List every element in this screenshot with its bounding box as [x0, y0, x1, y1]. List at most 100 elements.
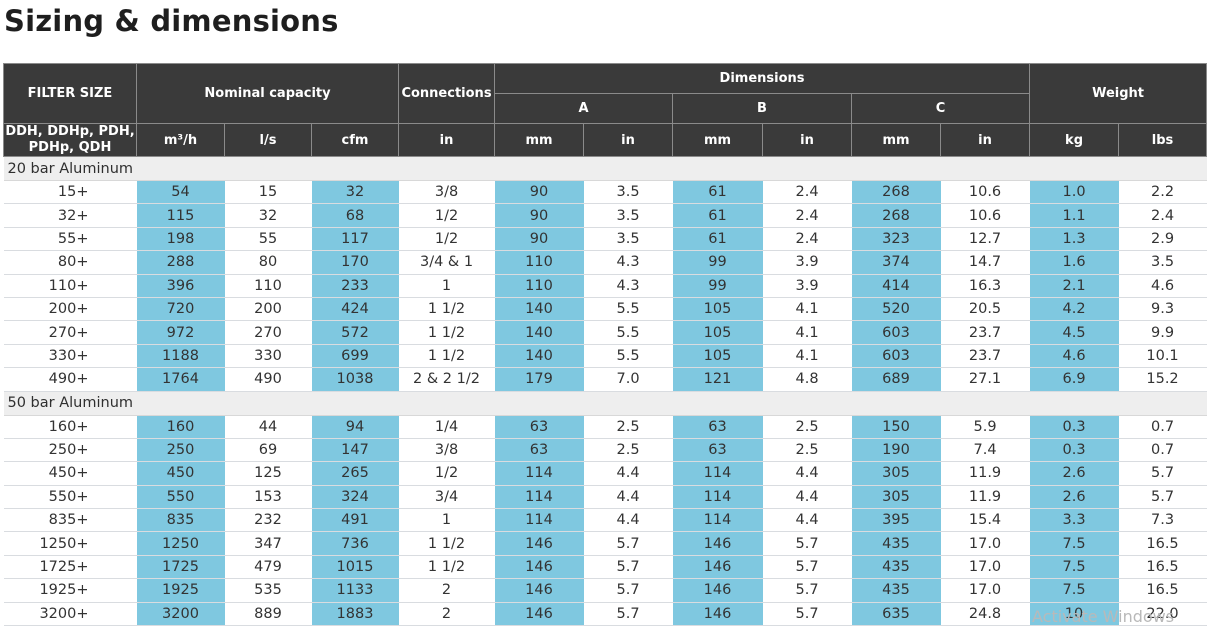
- table-cell: 4.1: [762, 297, 852, 322]
- table-cell: 5.7: [762, 578, 852, 603]
- table-cell: 146: [672, 555, 763, 580]
- table-cell: 61: [672, 180, 763, 205]
- table-cell: 5.7: [762, 555, 852, 580]
- table-cell: 190: [851, 438, 941, 463]
- table-cell: 5.7: [583, 531, 673, 556]
- table-cell: 153: [224, 485, 312, 510]
- table-cell: 5.7: [1118, 461, 1207, 486]
- table-cell: 15.4: [940, 508, 1030, 533]
- table-cell: 4.1: [762, 320, 852, 345]
- table-cell: 4.2: [1029, 297, 1119, 322]
- filter-size-cell: 1250+: [3, 531, 137, 556]
- table-cell: 23.7: [940, 344, 1030, 369]
- table-cell: 305: [851, 461, 941, 486]
- table-cell: 4.3: [583, 250, 673, 275]
- table-cell: 99: [672, 274, 763, 298]
- header-nominal-capacity: Nominal capacity: [135, 63, 400, 124]
- table-row: 1925+ 1925 535 1133 2 146 5.7 146 5.7 435 17.0 7.5 1…: [3, 578, 1207, 603]
- unit-header: mm: [851, 123, 942, 157]
- table-cell: 689: [851, 367, 941, 392]
- table-cell: 1 1/2: [398, 531, 495, 556]
- table-cell: 150: [851, 415, 941, 439]
- table-cell: 4.4: [762, 485, 852, 510]
- table-cell: 4.4: [583, 508, 673, 533]
- table-cell: 5.7: [583, 578, 673, 603]
- table-cell: 32: [224, 203, 312, 228]
- unit-header: in: [940, 123, 1031, 157]
- table-cell: 121: [672, 367, 763, 392]
- table-cell: 2.4: [762, 180, 852, 205]
- table-cell: 114: [672, 461, 763, 486]
- table-cell: 140: [494, 344, 584, 369]
- table-cell: 63: [672, 415, 763, 439]
- table-cell: 114: [672, 485, 763, 510]
- table-cell: 160: [136, 415, 225, 439]
- table-cell: 146: [494, 555, 584, 580]
- table-cell: 1.1: [1029, 203, 1119, 228]
- table-cell: 110: [224, 274, 312, 298]
- table-cell: 2.5: [583, 415, 673, 439]
- table-cell: 115: [136, 203, 225, 228]
- table-cell: 170: [311, 250, 399, 275]
- header-dimensions: Dimensions: [494, 63, 1031, 94]
- windows-activation-watermark: Activate Windows: [1032, 607, 1175, 626]
- table-row: 270+ 972 270 572 1 1/2 140 5.5 105 4.1 603 23.7 4.5…: [3, 320, 1207, 345]
- table-cell: 232: [224, 508, 312, 533]
- table-cell: 435: [851, 578, 941, 603]
- table-cell: 3.5: [1118, 250, 1207, 275]
- table-cell: 5.5: [583, 297, 673, 322]
- table-cell: 550: [136, 485, 225, 510]
- table-cell: 3.9: [762, 274, 852, 298]
- table-cell: 27.1: [940, 367, 1030, 392]
- header-dim-a: A: [494, 93, 674, 124]
- table-cell: 1764: [136, 367, 225, 392]
- table-cell: 2.4: [762, 203, 852, 228]
- table-cell: 10: [1029, 602, 1119, 626]
- table-cell: 323: [851, 227, 941, 252]
- table-cell: 2: [398, 578, 495, 603]
- table-cell: 146: [672, 602, 763, 626]
- table-cell: 16.5: [1118, 531, 1207, 556]
- table-cell: 4.5: [1029, 320, 1119, 345]
- table-cell: 520: [851, 297, 941, 322]
- table-cell: 7.5: [1029, 531, 1119, 556]
- table-cell: 635: [851, 602, 941, 626]
- table-cell: 1133: [311, 578, 399, 603]
- unit-header: mm: [494, 123, 585, 157]
- sizing-table: FILTER SIZE Nominal capacity Connections…: [3, 63, 1207, 626]
- table-cell: 7.5: [1029, 578, 1119, 603]
- table-cell: 4.4: [762, 461, 852, 486]
- table-cell: 414: [851, 274, 941, 298]
- table-cell: 4.4: [583, 485, 673, 510]
- table-cell: 7.5: [1029, 555, 1119, 580]
- header-dim-b: B: [672, 93, 853, 124]
- table-cell: 61: [672, 203, 763, 228]
- table-cell: 3/8: [398, 438, 495, 463]
- unit-header: cfm: [310, 123, 400, 157]
- table-cell: 146: [494, 578, 584, 603]
- table-cell: 114: [494, 508, 584, 533]
- table-cell: 395: [851, 508, 941, 533]
- filter-size-cell: 160+: [3, 415, 137, 439]
- table-cell: 94: [311, 415, 399, 439]
- table-cell: 1 1/2: [398, 555, 495, 580]
- table-cell: 1/2: [398, 461, 495, 486]
- table-cell: 3.3: [1029, 508, 1119, 533]
- table-cell: 80: [224, 250, 312, 275]
- table-cell: 268: [851, 203, 941, 228]
- table-cell: 117: [311, 227, 399, 252]
- table-cell: 374: [851, 250, 941, 275]
- table-body: 20 bar Aluminum 15+ 54 15 32 3/8 90 3.5 61 2.4 268…: [3, 156, 1207, 626]
- filter-size-cell: 330+: [3, 344, 137, 369]
- table-cell: 4.4: [762, 508, 852, 533]
- table-cell: 0.7: [1118, 415, 1207, 439]
- table-cell: 1883: [311, 602, 399, 626]
- table-cell: 20.5: [940, 297, 1030, 322]
- table-cell: 1188: [136, 344, 225, 369]
- header-filter-size: FILTER SIZE: [3, 63, 137, 124]
- filter-size-cell: 270+: [3, 320, 137, 345]
- table-cell: 2.5: [583, 438, 673, 463]
- group-row: 50 bar Aluminum: [3, 391, 1207, 416]
- table-cell: 90: [494, 227, 584, 252]
- table-cell: 3/4: [398, 485, 495, 510]
